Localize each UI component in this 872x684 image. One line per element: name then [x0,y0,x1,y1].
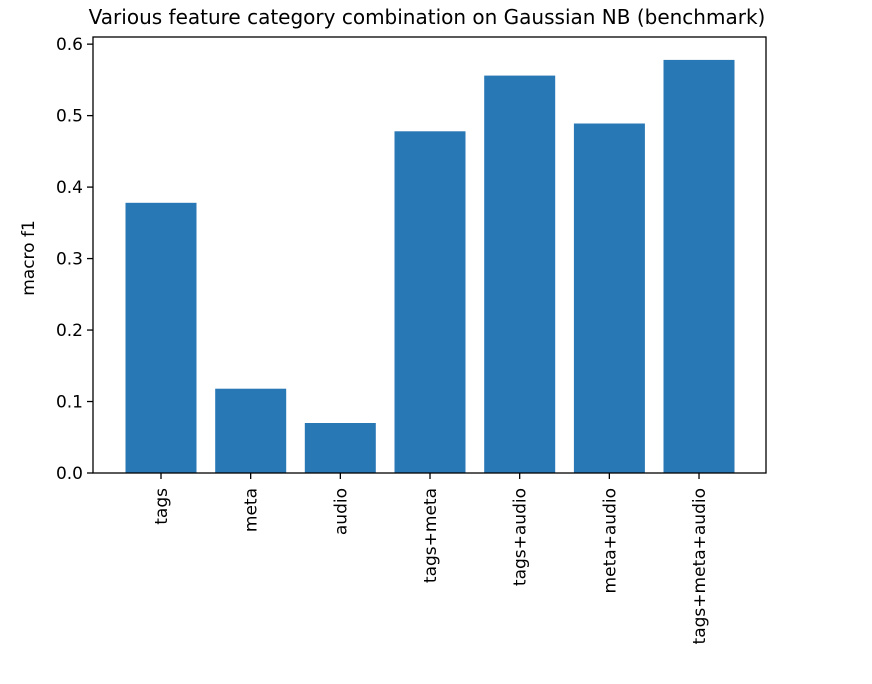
x-tick-label: meta+audio [600,488,620,593]
x-tick-label: tags+meta+audio [690,488,710,644]
y-tick-label: 0.6 [56,35,83,55]
x-tick-label: tags+audio [511,488,531,586]
y-tick-label: 0.1 [56,393,83,413]
x-tick-label: tags [152,488,172,525]
y-ticks: 0.0 0.1 0.2 0.3 0.4 0.5 0.6 [56,35,93,484]
x-tick-label: meta [242,488,262,532]
bar-meta-audio [573,123,645,473]
x-tick-label: tags+meta [421,488,441,583]
bar-audio [304,423,376,473]
bar-tags-audio [484,75,556,473]
y-axis-label: macro f1 [19,220,39,296]
x-ticks: tags meta audio tags+meta tags+audio meta+aud… [152,473,710,644]
bar-tags-meta [394,131,466,474]
y-tick-label: 0.0 [56,464,83,484]
y-tick-label: 0.2 [56,321,83,341]
y-tick-label: 0.4 [56,178,83,198]
bar-meta [215,388,287,473]
bar-tags-meta-audio [663,59,735,474]
chart-title: Various feature category combination on … [89,5,766,29]
bars [125,59,735,474]
x-tick-label: audio [331,488,351,535]
y-tick-label: 0.5 [56,107,83,127]
plot-frame [92,36,767,474]
y-tick-label: 0.3 [56,250,83,270]
bar-tags [125,202,197,474]
